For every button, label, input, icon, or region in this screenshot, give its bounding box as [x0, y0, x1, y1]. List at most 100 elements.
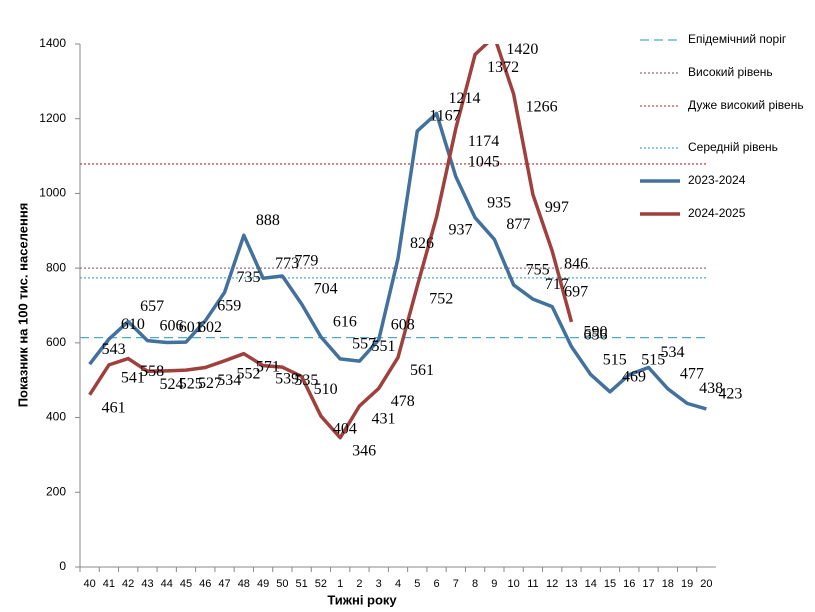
- data-label: 590: [583, 323, 607, 340]
- legend-swatch: [640, 39, 680, 41]
- x-axis-title: Тижні року: [327, 592, 397, 607]
- data-label: 535: [294, 372, 318, 389]
- x-tick-label: 3: [376, 578, 382, 590]
- data-label: 826: [410, 235, 434, 252]
- data-label: 346: [352, 442, 376, 459]
- x-tick-label: 7: [453, 578, 459, 590]
- data-label: 461: [102, 399, 126, 416]
- x-tick-label: 40: [84, 578, 96, 590]
- legend-swatch: [640, 105, 680, 107]
- data-label: 534: [661, 344, 685, 361]
- data-label: 752: [429, 291, 453, 308]
- legend-item: Дуже високий рівень: [640, 96, 815, 138]
- data-label: 1214: [449, 90, 481, 107]
- data-label: 438: [699, 380, 723, 397]
- y-axis-title: Показник на 100 тис. населення: [15, 203, 30, 408]
- data-label: 423: [718, 386, 742, 403]
- data-label: 601: [179, 319, 203, 336]
- data-label: 404: [333, 421, 357, 438]
- x-tick-label: 43: [141, 578, 153, 590]
- data-label: 888: [256, 212, 280, 229]
- x-tick-label: 47: [218, 578, 230, 590]
- x-tick-label: 1: [337, 578, 343, 590]
- data-label: 541: [121, 370, 145, 387]
- data-label: 704: [314, 281, 338, 298]
- data-label: 602: [198, 319, 222, 336]
- data-label: 478: [391, 393, 415, 410]
- y-tick-label: 200: [46, 484, 66, 498]
- data-label: 616: [333, 314, 357, 331]
- data-label: 525: [179, 376, 203, 393]
- y-tick-label: 1200: [39, 111, 66, 125]
- x-tick-label: 17: [642, 578, 654, 590]
- legend-item: Епідемічний поріг: [640, 30, 815, 63]
- data-label: 477: [680, 365, 704, 382]
- data-label: 606: [159, 317, 183, 334]
- legend-label: 2023-2024: [688, 173, 746, 187]
- data-label: 610: [121, 316, 145, 333]
- legend-label: Епідемічний поріг: [688, 32, 787, 46]
- data-label: 1174: [468, 133, 499, 150]
- x-tick-label: 41: [103, 578, 115, 590]
- y-tick-label: 400: [46, 410, 66, 424]
- x-tick-label: 13: [565, 578, 577, 590]
- plot: [88, 44, 707, 440]
- data-label: 551: [371, 338, 395, 355]
- data-label: 510: [314, 381, 338, 398]
- y-tick-label: 800: [46, 260, 66, 274]
- data-label: 524: [159, 376, 183, 393]
- data-label: 515: [603, 351, 627, 368]
- x-tick-label: 5: [414, 578, 420, 590]
- x-tick-label: 10: [508, 578, 520, 590]
- data-label: 1045: [468, 153, 500, 170]
- legend-item: 2023-2024: [640, 171, 815, 204]
- x-tick-label: 49: [257, 578, 269, 590]
- x-tick-label: 14: [585, 578, 597, 590]
- x-tick-label: 9: [491, 578, 497, 590]
- data-label: 755: [526, 262, 550, 279]
- x-tick-label: 11: [527, 578, 538, 590]
- x-tick-label: 52: [315, 578, 327, 590]
- legend: Епідемічний поріг Високий рівень Дуже висо…: [640, 30, 815, 237]
- x-tick-label: 20: [700, 578, 712, 590]
- data-label: 539: [275, 370, 299, 387]
- x-tick-label: 15: [604, 578, 616, 590]
- data-label: 779: [294, 253, 318, 270]
- data-label: 515: [641, 351, 665, 368]
- legend-item: Середній рівень: [640, 138, 815, 171]
- data-label: 935: [487, 194, 511, 211]
- data-label: 877: [506, 216, 530, 233]
- legend-swatch: [640, 212, 680, 216]
- x-tick-label: 50: [276, 578, 288, 590]
- data-label: 543: [102, 341, 126, 358]
- x-tick-label: 42: [122, 578, 134, 590]
- x-tick-label: 46: [199, 578, 211, 590]
- y-tick-label: 1400: [39, 36, 66, 50]
- data-label: 571: [256, 358, 280, 375]
- series-line: [88, 44, 574, 440]
- data-label: 846: [564, 256, 588, 273]
- data-label: 534: [217, 372, 241, 389]
- legend-label: Високий рівень: [688, 65, 773, 79]
- data-label: 717: [545, 276, 569, 293]
- y-tick-label: 600: [46, 335, 66, 349]
- data-label: 527: [198, 375, 222, 392]
- data-label: 697: [564, 283, 588, 300]
- legend-swatch: [640, 147, 680, 149]
- legend-swatch: [640, 72, 680, 74]
- data-label: 561: [410, 362, 434, 379]
- data-label: 656: [583, 327, 607, 344]
- legend-item: 2024-2025: [640, 204, 815, 237]
- data-label: 469: [622, 368, 646, 385]
- data-label: 431: [371, 411, 395, 428]
- x-tick-label: 18: [662, 578, 674, 590]
- x-tick-label: 51: [296, 578, 308, 590]
- data-label: 937: [449, 222, 473, 239]
- x-tick-label: 45: [180, 578, 192, 590]
- data-label: 1266: [526, 99, 558, 116]
- y-tick-label: 1000: [39, 186, 66, 200]
- x-tick-label: 48: [238, 578, 250, 590]
- data-label: 773: [275, 255, 299, 272]
